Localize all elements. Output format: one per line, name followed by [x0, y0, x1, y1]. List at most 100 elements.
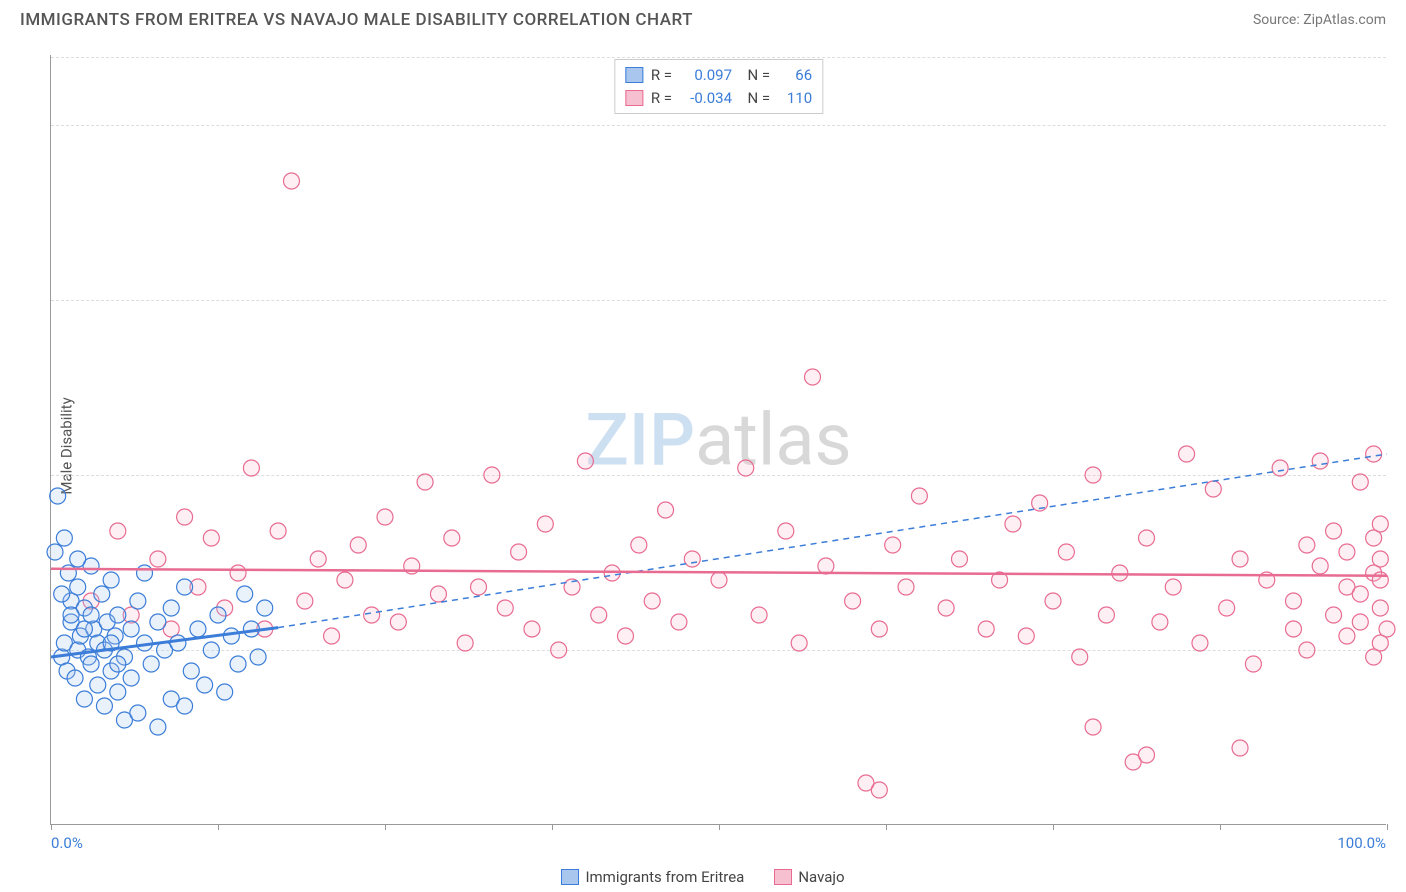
data-point-navajo [524, 621, 540, 637]
data-point-navajo [845, 593, 861, 609]
data-point-navajo [1072, 649, 1088, 665]
data-point-eritrea [103, 572, 119, 588]
data-point-eritrea [250, 649, 266, 665]
data-point-navajo [978, 621, 994, 637]
data-point-navajo [1372, 572, 1388, 588]
data-point-navajo [871, 782, 887, 798]
data-point-eritrea [177, 579, 193, 595]
data-point-navajo [1372, 600, 1388, 616]
data-point-eritrea [67, 670, 83, 686]
data-point-navajo [1372, 551, 1388, 567]
x-axis-max-label: 100.0% [1337, 834, 1386, 852]
data-point-navajo [1379, 621, 1395, 637]
data-point-navajo [1018, 628, 1034, 644]
data-point-navajo [177, 509, 193, 525]
data-point-navajo [791, 635, 807, 651]
x-axis-min-label: 0.0% [51, 834, 83, 852]
stats-row-navajo: R =-0.034 N =110 [625, 87, 812, 110]
legend-swatch [625, 90, 643, 106]
data-point-eritrea [150, 719, 166, 735]
data-point-navajo [1285, 621, 1301, 637]
x-tick [552, 824, 553, 830]
data-point-eritrea [76, 691, 92, 707]
data-point-navajo [1139, 747, 1155, 763]
x-tick [886, 824, 887, 830]
data-point-navajo [310, 551, 326, 567]
data-point-navajo [1232, 740, 1248, 756]
data-point-navajo [417, 474, 433, 490]
data-point-eritrea [237, 586, 253, 602]
data-point-eritrea [130, 705, 146, 721]
data-point-navajo [484, 467, 500, 483]
data-point-navajo [511, 544, 527, 560]
data-point-eritrea [203, 642, 219, 658]
data-point-eritrea [210, 607, 226, 623]
data-point-eritrea [110, 656, 126, 672]
data-point-eritrea [183, 663, 199, 679]
x-tick [385, 824, 386, 830]
data-point-navajo [230, 565, 246, 581]
data-point-navajo [377, 509, 393, 525]
data-point-navajo [1179, 446, 1195, 462]
data-point-navajo [324, 628, 340, 644]
chart-header: IMMIGRANTS FROM ERITREA VS NAVAJO MALE D… [0, 0, 1406, 38]
data-point-eritrea [163, 600, 179, 616]
stat-n-label: N = [740, 64, 770, 87]
data-point-eritrea [56, 530, 72, 546]
data-point-navajo [1139, 530, 1155, 546]
data-point-navajo [150, 551, 166, 567]
data-point-navajo [778, 523, 794, 539]
data-point-navajo [390, 614, 406, 630]
data-point-navajo [711, 572, 727, 588]
x-tick [1387, 824, 1388, 830]
data-point-navajo [1352, 474, 1368, 490]
data-point-navajo [1366, 446, 1382, 462]
legend-item-navajo: Navajo [774, 868, 844, 886]
data-point-navajo [1372, 516, 1388, 532]
data-point-eritrea [223, 628, 239, 644]
y-tick-label: 37.5% [1391, 291, 1406, 309]
data-point-navajo [471, 579, 487, 595]
data-point-eritrea [137, 565, 153, 581]
data-point-navajo [1045, 593, 1061, 609]
y-tick-label: 50.0% [1391, 116, 1406, 134]
legend-label: Immigrants from Eritrea [585, 868, 744, 886]
data-point-navajo [551, 642, 567, 658]
data-point-navajo [1299, 642, 1315, 658]
data-point-navajo [1192, 635, 1208, 651]
data-point-eritrea [83, 656, 99, 672]
data-point-navajo [1058, 544, 1074, 560]
stat-r-label: R = [651, 87, 672, 110]
chart-title: IMMIGRANTS FROM ERITREA VS NAVAJO MALE D… [20, 10, 693, 30]
data-point-eritrea [257, 600, 273, 616]
data-point-navajo [1339, 628, 1355, 644]
stats-row-eritrea: R =0.097 N =66 [625, 64, 812, 87]
data-point-eritrea [94, 586, 110, 602]
data-point-navajo [751, 607, 767, 623]
y-tick-label: 12.5% [1391, 641, 1406, 659]
source-attribution: Source: ZipAtlas.com [1253, 12, 1386, 28]
data-point-navajo [1112, 565, 1128, 581]
stat-n-value: 66 [778, 64, 812, 87]
data-point-eritrea [143, 656, 159, 672]
data-point-eritrea [190, 621, 206, 637]
data-point-navajo [243, 460, 259, 476]
data-point-navajo [1005, 516, 1021, 532]
data-point-navajo [203, 530, 219, 546]
data-point-navajo [898, 579, 914, 595]
data-point-navajo [911, 488, 927, 504]
data-point-navajo [1299, 537, 1315, 553]
data-point-navajo [297, 593, 313, 609]
data-point-navajo [1165, 579, 1181, 595]
chart-plot-area: ZIPatlas 12.5%25.0%37.5%50.0% R =0.097 N… [50, 55, 1386, 825]
data-point-navajo [444, 530, 460, 546]
data-point-eritrea [130, 593, 146, 609]
stat-r-label: R = [651, 64, 672, 87]
data-point-eritrea [83, 607, 99, 623]
data-point-navajo [871, 621, 887, 637]
data-point-navajo [350, 537, 366, 553]
stat-r-value: -0.034 [680, 87, 732, 110]
data-point-navajo [1085, 719, 1101, 735]
stat-n-label: N = [740, 87, 770, 110]
data-point-navajo [1352, 614, 1368, 630]
